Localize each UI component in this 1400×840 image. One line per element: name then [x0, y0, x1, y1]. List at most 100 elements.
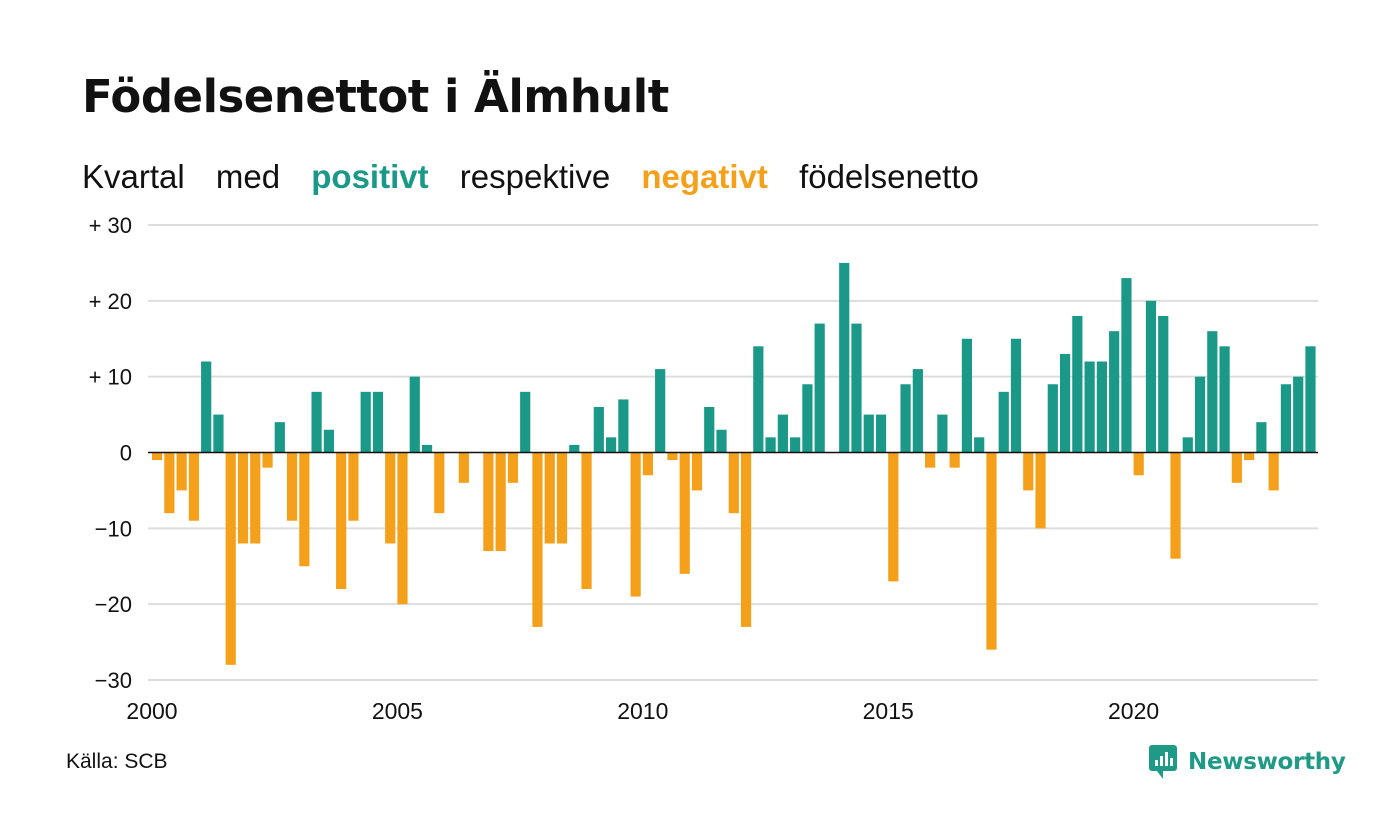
bar-negative [299, 452, 310, 567]
bar-positive [1145, 300, 1157, 453]
bar-negative [483, 452, 494, 552]
bar-negative [1244, 452, 1255, 461]
bar-positive [421, 444, 433, 453]
bar-positive [1194, 376, 1206, 453]
bar-positive [1207, 331, 1218, 453]
bar-negative [667, 452, 678, 461]
bar-positive [1047, 384, 1058, 453]
bar-negative [642, 452, 653, 476]
bar-positive [323, 429, 334, 453]
bar-positive [1293, 376, 1304, 453]
subtitle-positive-word: positivt [311, 158, 429, 195]
bar-positive [213, 414, 224, 453]
bar-positive [372, 391, 384, 453]
newsworthy-logo-icon [1149, 745, 1177, 779]
bar-positive [1059, 353, 1071, 453]
bar-positive [974, 437, 985, 453]
bar-positive [1182, 437, 1193, 453]
bar-positive [520, 391, 531, 453]
y-tick-label: + 30 [89, 213, 132, 238]
bar-positive [618, 399, 629, 453]
bar-positive [998, 391, 1009, 453]
bar-positive [1305, 346, 1316, 453]
bar-positive [875, 414, 887, 453]
x-tick-label: 2020 [1108, 698, 1159, 724]
bar-negative [458, 452, 469, 483]
bar-positive [201, 361, 212, 453]
bar-negative [188, 452, 200, 521]
bar-positive [311, 391, 322, 453]
brand-name: Newsworthy [1188, 749, 1346, 775]
x-tick-label: 2015 [863, 698, 914, 724]
subtitle-text-kvartal: Kvartal [82, 158, 185, 195]
bar-negative [740, 452, 752, 627]
bar-negative [152, 452, 163, 461]
bar-negative [888, 452, 899, 582]
bar-positive [655, 369, 666, 453]
bar-negative [507, 452, 519, 483]
x-tick-label: 2000 [126, 698, 177, 724]
bar-negative [556, 452, 568, 544]
bar-negative [434, 452, 445, 514]
bar-negative [532, 452, 543, 627]
bar-positive [912, 369, 923, 453]
bars [152, 262, 1316, 665]
bar-positive [1010, 338, 1022, 453]
bar-positive [1096, 361, 1107, 453]
x-axis-tick-labels: 2000 2005 2010 2015 2020 [126, 698, 1159, 724]
bar-positive [814, 323, 825, 453]
y-tick-label: 0 [120, 441, 132, 466]
bar-positive [851, 323, 862, 453]
bar-negative [286, 452, 298, 521]
bar-negative [336, 452, 347, 589]
bar-negative [544, 452, 555, 544]
bar-positive [1121, 278, 1132, 453]
subtitle-text-med: med [215, 158, 281, 195]
bar-negative [1023, 452, 1034, 491]
bar-negative [250, 452, 261, 544]
bar-negative [691, 452, 703, 491]
bar-negative [949, 452, 960, 468]
bar-negative [225, 452, 236, 665]
bar-positive [863, 414, 874, 453]
bar-positive [937, 414, 948, 453]
y-tick-label: −10 [95, 516, 132, 541]
bar-positive [961, 338, 973, 453]
bar-negative [495, 452, 506, 552]
y-axis-tick-labels: + 30 + 20 + 10 0 −10 −20 −30 [89, 213, 132, 693]
bar-positive [1280, 384, 1292, 453]
bar-positive [839, 262, 850, 453]
bar-negative [630, 452, 641, 597]
bar-positive [716, 429, 727, 453]
bar-positive [1158, 316, 1169, 453]
bar-negative [1268, 452, 1279, 491]
bar-negative [728, 452, 739, 514]
bar-negative [348, 452, 359, 521]
bar-positive [753, 346, 764, 453]
bar-positive [593, 407, 604, 453]
bar-negative [679, 452, 690, 574]
brand-logo: Newsworthy [1148, 744, 1346, 780]
bar-positive [605, 437, 617, 453]
bar-positive [1219, 346, 1230, 453]
bar-positive [360, 391, 371, 453]
subtitle-text-respektive: respektive [459, 158, 611, 195]
y-tick-label: + 10 [89, 365, 132, 390]
bar-negative [237, 452, 249, 544]
subtitle-negative-word: negativt [641, 158, 768, 195]
bar-positive [790, 437, 801, 453]
bar-negative [385, 452, 396, 544]
bar-negative [1035, 452, 1046, 529]
bar-positive [900, 384, 911, 453]
chart-subtitle: Kvartal med positivt respektive negativt… [82, 158, 1001, 196]
y-tick-label: −30 [95, 668, 132, 693]
bar-negative [925, 452, 936, 468]
y-tick-label: −20 [95, 592, 132, 617]
bar-negative [1231, 452, 1242, 483]
bar-positive [274, 422, 285, 453]
x-tick-label: 2010 [617, 698, 668, 724]
source-note: Källa: SCB [66, 750, 168, 773]
y-tick-label: + 20 [89, 289, 132, 314]
subtitle-text-fodelsenetto: födelsenetto [799, 158, 979, 195]
